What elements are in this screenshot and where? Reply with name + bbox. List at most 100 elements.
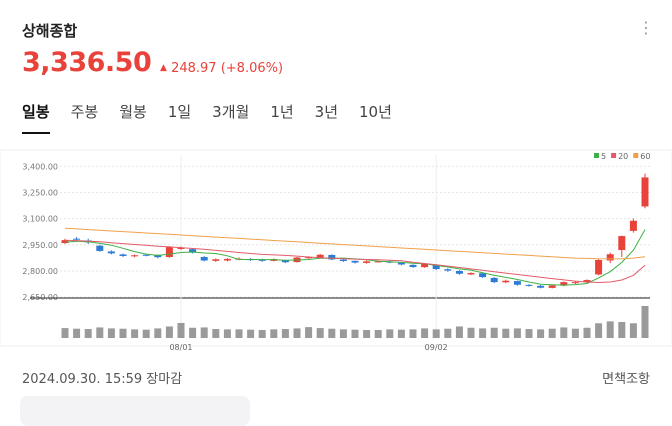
volume-bar — [73, 328, 81, 338]
volume-bar — [548, 328, 556, 338]
candle-body — [142, 254, 150, 256]
candle-body — [455, 270, 463, 274]
volume-bar — [200, 327, 208, 338]
candle-body — [107, 251, 115, 254]
volume-bar — [328, 328, 336, 338]
y-tick-label: 3,100.00 — [22, 215, 58, 224]
disclaimer[interactable]: 면책조항 — [602, 372, 650, 387]
up-arrow: ▲ — [160, 63, 167, 73]
moving-average-line — [64, 239, 646, 284]
legend-label: 20 — [618, 152, 628, 161]
volume-bar — [513, 328, 521, 338]
volume-bar — [293, 328, 301, 338]
volume-bar — [316, 328, 324, 338]
volume-bar — [386, 329, 394, 338]
candle-body — [339, 259, 347, 262]
volume-bar — [107, 328, 115, 338]
candle-body — [96, 245, 104, 251]
y-tick-label: 2,950.00 — [22, 241, 58, 250]
candle-body — [165, 246, 173, 258]
candle-body — [374, 261, 382, 263]
moving-average-line — [64, 227, 646, 260]
chart-frame — [0, 149, 672, 347]
more-menu[interactable]: ⋮ — [638, 18, 654, 37]
legend-label: 60 — [640, 152, 650, 161]
volume-bar — [397, 329, 405, 338]
candle-body — [595, 259, 603, 275]
legend-swatch — [611, 153, 617, 158]
candle-body — [131, 255, 139, 257]
candle-body — [119, 254, 127, 256]
volume-bar — [258, 330, 266, 338]
volume-bar — [305, 327, 313, 338]
candle-body — [351, 260, 359, 263]
period-tab[interactable]: 일봉 — [22, 101, 50, 134]
candle-body — [189, 249, 197, 253]
candle-body — [421, 263, 429, 268]
period-tab[interactable]: 3개월 — [212, 103, 250, 121]
volume-bar — [177, 322, 185, 338]
volume-bar — [247, 329, 255, 338]
volume-bar — [339, 329, 347, 338]
candle-body — [479, 273, 487, 278]
candle-body — [537, 285, 545, 288]
candle-body — [316, 254, 324, 258]
candle-body — [281, 260, 289, 263]
volume-bar — [154, 328, 162, 338]
volume-bar — [189, 327, 197, 338]
period-tab[interactable]: 3년 — [314, 103, 339, 121]
candle-body — [397, 262, 405, 265]
bottom-panel — [20, 396, 250, 426]
candle-body — [583, 280, 591, 283]
volume-bar — [432, 329, 440, 338]
volume-bar — [583, 327, 591, 338]
candle-body — [444, 269, 452, 271]
y-tick-label: 3,400.00 — [22, 162, 58, 171]
y-tick-label: 2,800.00 — [22, 267, 58, 276]
legend-swatch — [594, 153, 599, 158]
volume-bar — [119, 328, 127, 338]
candle-body — [223, 258, 231, 261]
volume-bar — [270, 329, 278, 338]
timestamp: 2024.09.30. 15:59 장마감 — [22, 372, 183, 387]
candle-body — [525, 284, 533, 286]
volume-bar — [502, 328, 510, 338]
volume-bar — [351, 329, 359, 338]
period-tab[interactable]: 10년 — [359, 103, 392, 121]
volume-bar — [455, 326, 463, 338]
period-tab[interactable]: 월봉 — [119, 103, 147, 121]
candle-body — [258, 259, 266, 261]
candle-body — [606, 254, 614, 261]
volume-bar — [223, 329, 231, 338]
volume-bar — [421, 328, 429, 338]
candle-body — [502, 280, 510, 283]
candle-body — [548, 285, 556, 288]
candle-body — [212, 259, 220, 261]
y-tick-label: 3,250.00 — [22, 188, 58, 197]
volume-bar — [479, 328, 487, 338]
candle-body — [328, 254, 336, 260]
volume-bar — [444, 328, 452, 338]
volume-bar — [606, 321, 614, 338]
candle-body — [409, 264, 417, 267]
volume-bar — [84, 329, 92, 338]
volume-bar — [490, 327, 498, 338]
volume-bar — [235, 329, 243, 338]
candle-body — [305, 257, 313, 259]
candle-body — [618, 236, 626, 251]
candle-body — [641, 177, 649, 207]
volume-bar — [618, 322, 626, 338]
volume-bar — [537, 329, 545, 338]
period-tabs: 일봉 주봉 월봉 1일 3개월 1년 3년 10년 — [22, 101, 413, 134]
volume-bar — [641, 306, 649, 338]
candle-body — [629, 220, 637, 231]
candle-body — [177, 247, 185, 249]
period-tab[interactable]: 1년 — [270, 103, 294, 121]
volume-bar — [595, 323, 603, 338]
candle-body — [200, 257, 208, 261]
period-tab[interactable]: 주봉 — [70, 103, 99, 121]
candle-body — [571, 282, 579, 284]
volume-bar — [165, 326, 173, 338]
page: 상해종합 ⋮ 3,336.50 ▲ 248.97 (+8.06%) 일봉 주봉 월봉… — [0, 18, 672, 426]
period-tab[interactable]: 1일 — [167, 103, 192, 121]
